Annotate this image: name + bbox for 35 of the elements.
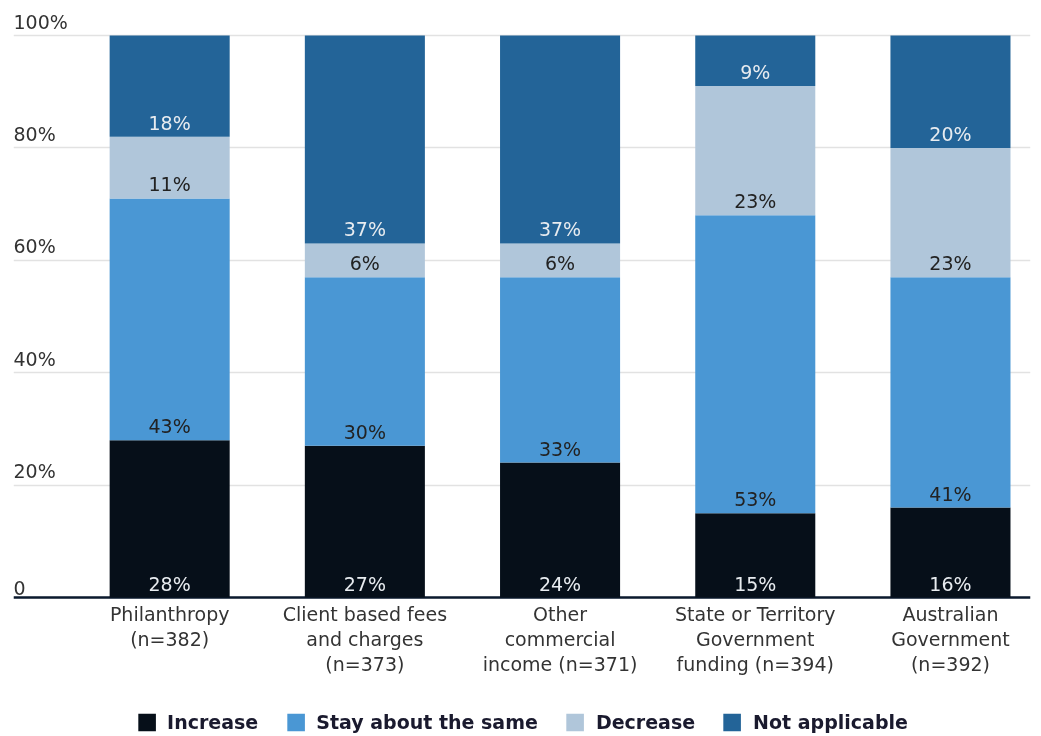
- data-label: 6%: [544, 252, 576, 275]
- data-label: 6%: [349, 252, 380, 275]
- x-tick-label: Australian Government (n=392): [891, 602, 1010, 676]
- data-label: 23%: [734, 190, 777, 213]
- y-tick-label: 60%: [13, 235, 56, 258]
- data-label: 23%: [929, 252, 972, 275]
- x-tick-label: Client based fees and charges (n=373): [282, 602, 448, 676]
- data-label: 37%: [538, 218, 582, 241]
- data-label: 24%: [538, 572, 582, 595]
- data-label: 41%: [929, 482, 972, 505]
- y-tick-label: 0: [13, 576, 26, 599]
- data-label: 20%: [929, 122, 972, 145]
- y-tick-label: 20%: [13, 460, 56, 483]
- y-tick-label: 40%: [13, 347, 56, 370]
- data-label: 28%: [148, 572, 191, 595]
- legend-label: Increase: [167, 711, 259, 733]
- x-tick-label: Philanthropy (n=382): [109, 602, 230, 650]
- data-label: 16%: [929, 572, 972, 595]
- data-label: 30%: [343, 420, 386, 443]
- y-tick-label: 100%: [13, 10, 68, 33]
- data-label: 27%: [343, 572, 386, 595]
- x-tick-label: Other commercial income (n=371): [482, 602, 638, 676]
- legend-label: Decrease: [595, 711, 696, 733]
- data-label: 9%: [740, 61, 771, 84]
- data-label: 15%: [734, 572, 777, 595]
- data-label: 18%: [148, 111, 191, 134]
- data-label: 37%: [343, 218, 386, 241]
- y-tick-label: 80%: [13, 122, 56, 145]
- data-label: 11%: [148, 173, 191, 196]
- x-tick-label: State or Territory Government funding (n=394): [674, 602, 836, 676]
- data-label: 53%: [734, 488, 777, 511]
- data-label: 43%: [148, 415, 191, 438]
- legend-label: Stay about the same: [316, 711, 538, 733]
- data-label: 33%: [538, 437, 582, 460]
- legend-label: Not applicable: [753, 711, 908, 733]
